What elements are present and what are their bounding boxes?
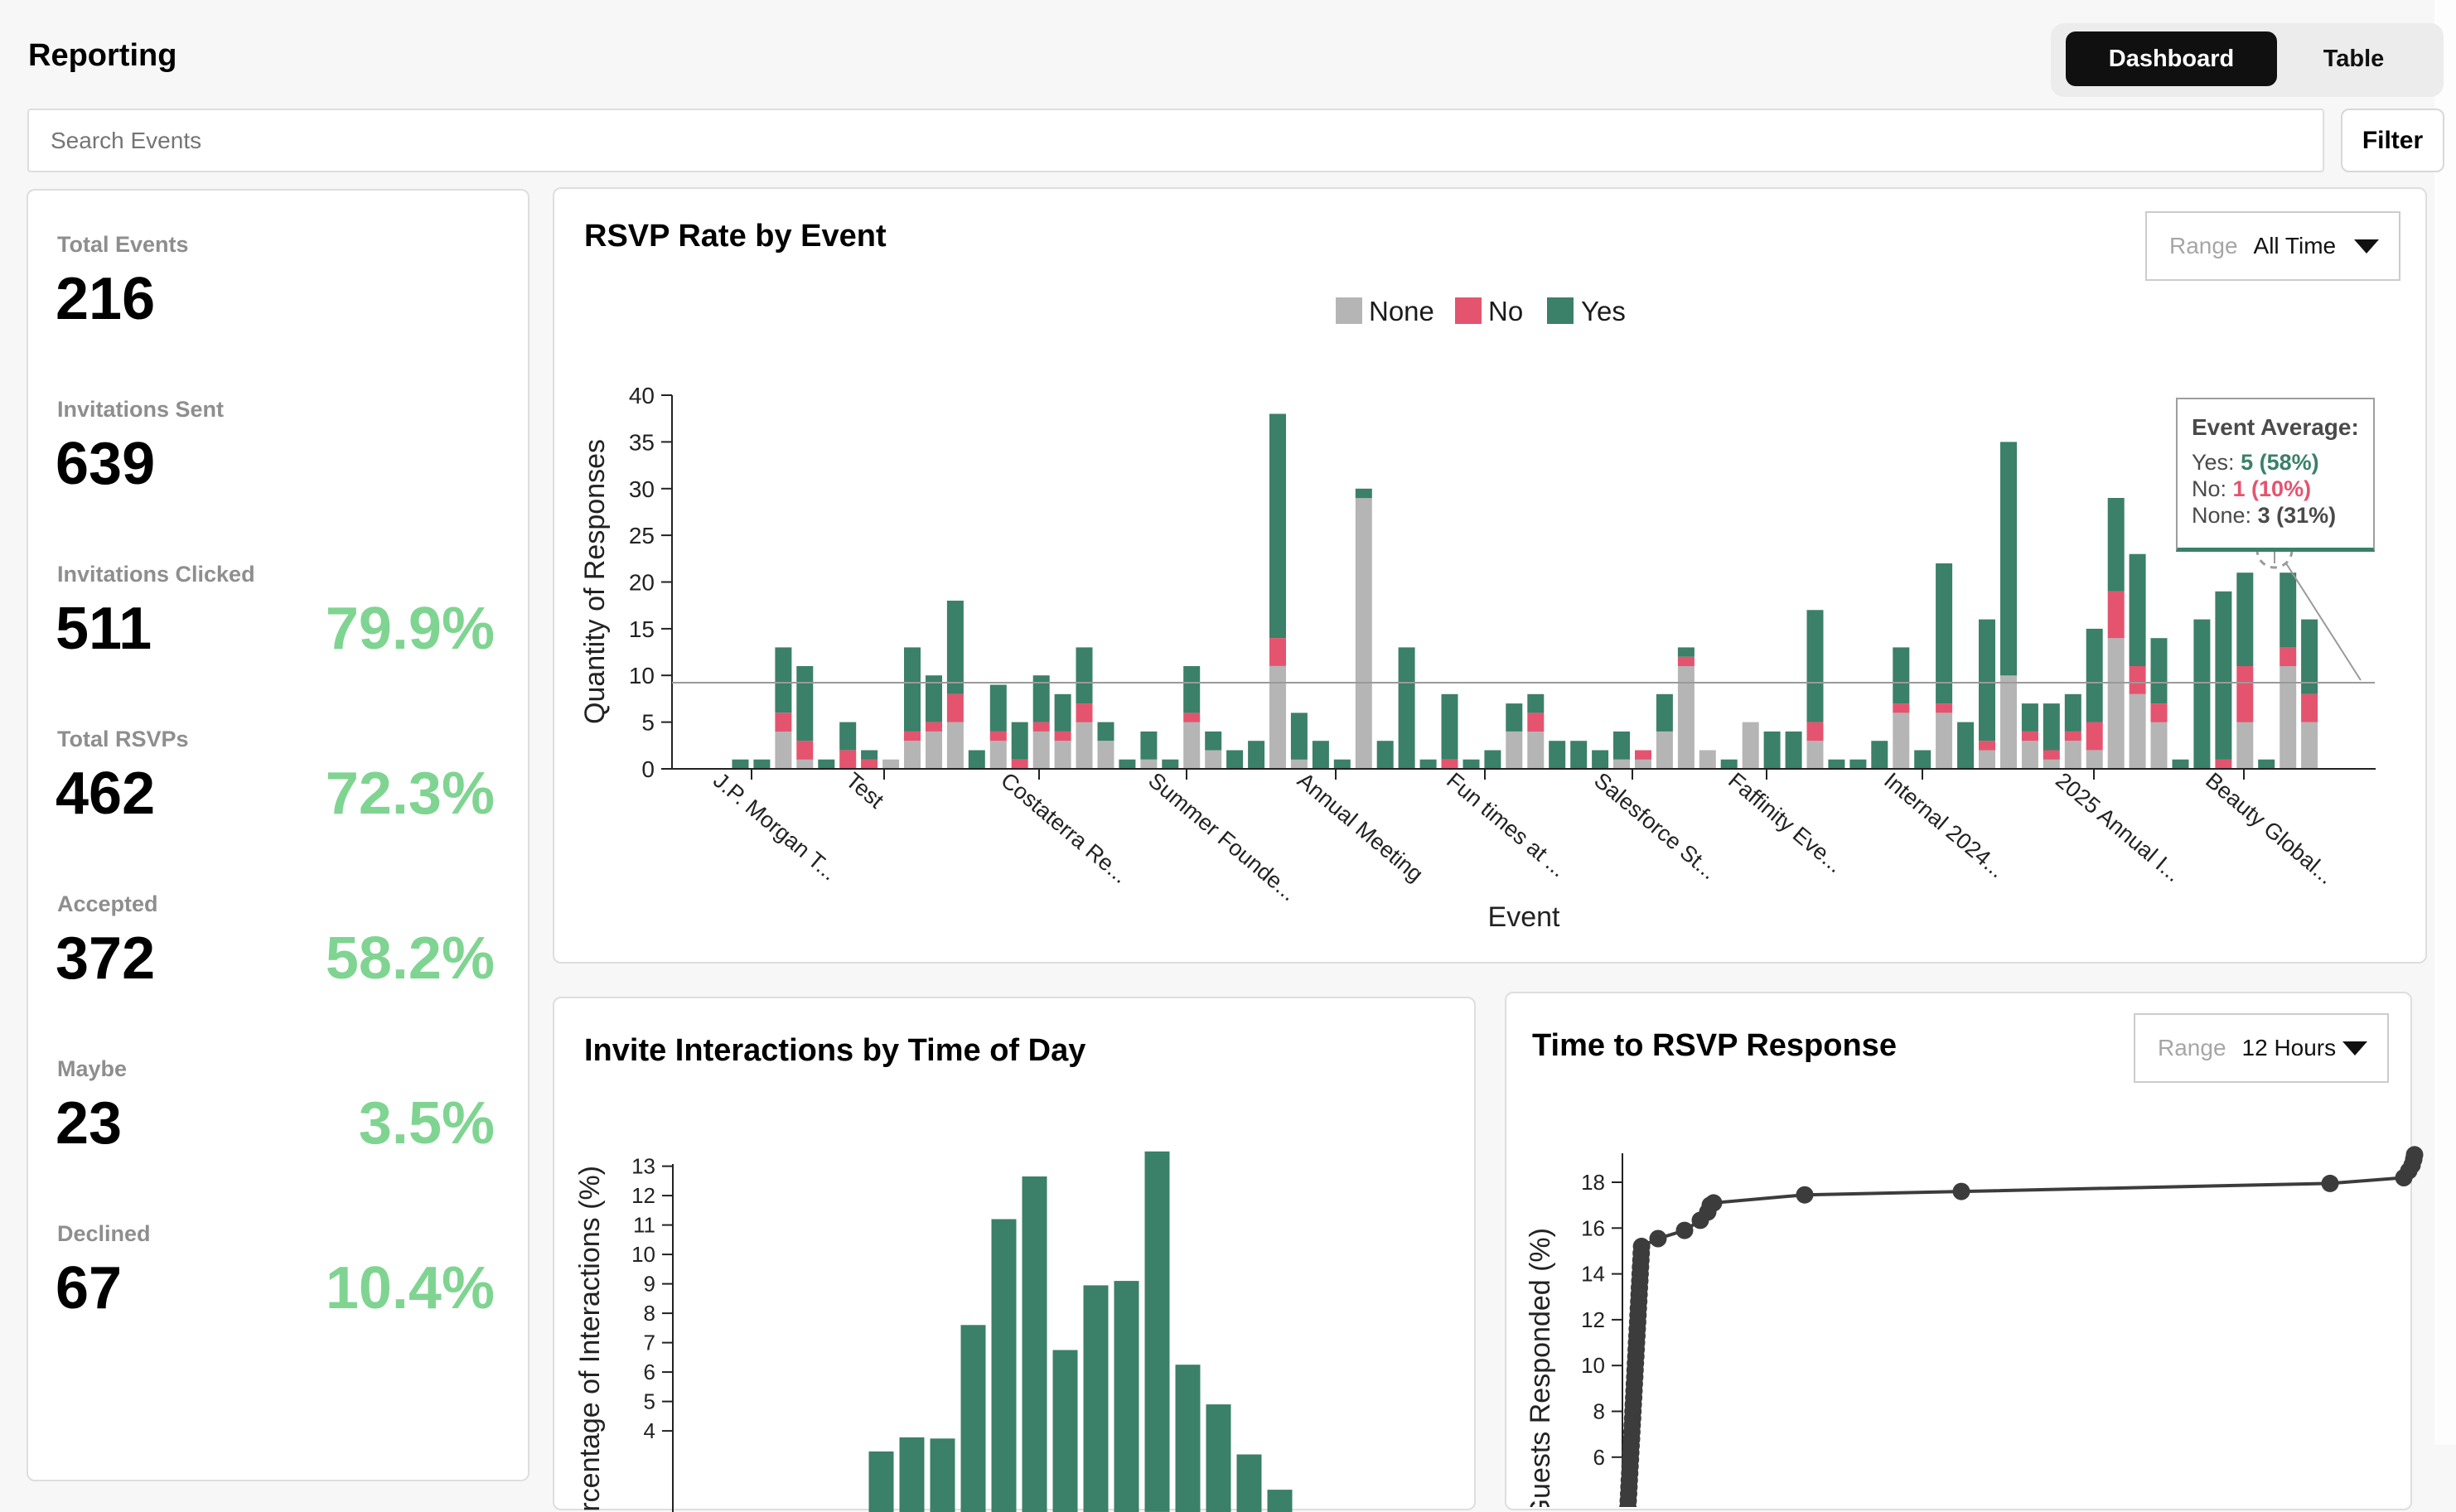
svg-text:Internal 2024...: Internal 2024... [1879, 768, 2009, 883]
svg-text:Salesforce St...: Salesforce St... [1589, 768, 1722, 885]
svg-text:12: 12 [1581, 1307, 1605, 1332]
svg-text:0: 0 [641, 756, 655, 782]
svg-text:30: 30 [629, 476, 655, 502]
svg-text:20: 20 [629, 570, 655, 596]
svg-text:Yes: Yes [1581, 296, 1626, 326]
svg-text:8: 8 [644, 1301, 655, 1326]
svg-text:40: 40 [629, 383, 655, 408]
svg-text:No: No [1488, 296, 1523, 326]
svg-text:11: 11 [633, 1213, 655, 1238]
svg-text:6: 6 [644, 1360, 655, 1384]
svg-text:7: 7 [644, 1331, 655, 1355]
svg-text:Costaterra Re...: Costaterra Re... [996, 768, 1133, 888]
svg-text:18: 18 [1581, 1170, 1605, 1195]
svg-text:4: 4 [644, 1418, 655, 1443]
svg-text:Fun times at ...: Fun times at ... [1442, 768, 1571, 882]
svg-text:2025 Annual I...: 2025 Annual I... [2051, 768, 2186, 887]
svg-text:J.P. Morgan T...: J.P. Morgan T... [708, 768, 842, 886]
svg-text:None: None [1369, 296, 1434, 326]
svg-text:9: 9 [644, 1272, 655, 1297]
svg-text:15: 15 [629, 616, 655, 642]
svg-text:5: 5 [641, 710, 655, 736]
svg-text:Guests Responded (%): Guests Responded (%) [1525, 1228, 1556, 1507]
svg-text:Summer Founde...: Summer Founde... [1143, 768, 1302, 906]
svg-text:Annual Meeting: Annual Meeting [1293, 768, 1428, 887]
svg-text:8: 8 [1593, 1399, 1605, 1424]
svg-text:6: 6 [1593, 1445, 1605, 1470]
svg-text:14: 14 [1581, 1262, 1605, 1287]
svg-text:12: 12 [631, 1183, 655, 1208]
svg-text:25: 25 [629, 523, 655, 548]
svg-text:10: 10 [1581, 1353, 1605, 1378]
svg-text:Beauty Global...: Beauty Global... [2201, 768, 2338, 889]
svg-text:Test: Test [841, 768, 889, 814]
svg-text:5: 5 [644, 1389, 655, 1414]
svg-text:10: 10 [629, 663, 655, 688]
svg-text:10: 10 [631, 1242, 655, 1267]
svg-text:13: 13 [631, 1154, 655, 1179]
svg-text:Percentage of Interactions (%): Percentage of Interactions (%) [574, 1166, 606, 1512]
svg-text:35: 35 [629, 429, 655, 455]
svg-text:Event: Event [1488, 901, 1560, 933]
svg-text:Faffinity Eve...: Faffinity Eve... [1724, 768, 1848, 878]
svg-text:16: 16 [1581, 1215, 1605, 1240]
svg-text:Quantity of Responses: Quantity of Responses [579, 439, 611, 724]
